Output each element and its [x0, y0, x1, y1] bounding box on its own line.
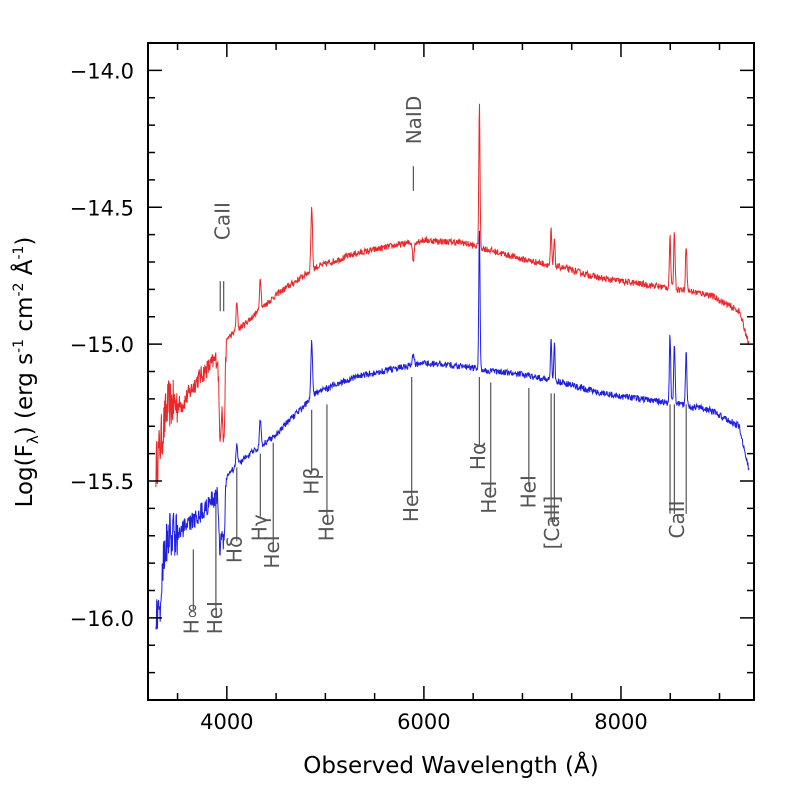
- line-id-label: HeI: [399, 489, 423, 522]
- axes: 4000 6000 8000 −16.0 −15.5 −15.0 −14.5 −14.0: [70, 42, 754, 734]
- spectrum-line-1: [155, 103, 750, 488]
- line-id-label: Hα: [466, 442, 490, 470]
- x-tick-label: 6000: [397, 710, 450, 734]
- line-id-label: Hδ: [223, 536, 247, 563]
- plot-frame: [147, 42, 755, 701]
- line-id-label: Hγ: [247, 514, 271, 541]
- line-id-label: HeI: [314, 508, 338, 541]
- spectrum-line-2: [155, 230, 750, 630]
- y-tick-label: −15.0: [70, 333, 134, 357]
- x-tick-label: 4000: [200, 710, 253, 734]
- line-id-label: HeI: [516, 475, 540, 508]
- plot-area: [155, 103, 750, 630]
- x-axis-title: Observed Wavelength (Å): [303, 751, 598, 779]
- line-id-label: H∞: [179, 603, 203, 635]
- y-axis-title: Log(Fλ) (erg s-1 cm-2 Å-1): [10, 237, 42, 508]
- x-tick-label: 8000: [594, 710, 647, 734]
- line-id-label: HeI: [203, 601, 227, 634]
- line-id-label: NaID: [402, 96, 426, 145]
- y-tick-label: −15.5: [70, 470, 134, 494]
- line-id-label: CaII: [665, 500, 689, 538]
- line-id-label: Hβ: [300, 467, 324, 495]
- line-id-label: CaII: [210, 202, 234, 240]
- y-tick-label: −16.0: [70, 607, 134, 631]
- y-tick-label: −14.0: [70, 59, 134, 83]
- line-id-label: HeI: [260, 535, 284, 568]
- y-tick-label: −14.5: [70, 196, 134, 220]
- line-id-label: [CaII]: [540, 496, 564, 550]
- line-id-label: HeI: [477, 481, 501, 514]
